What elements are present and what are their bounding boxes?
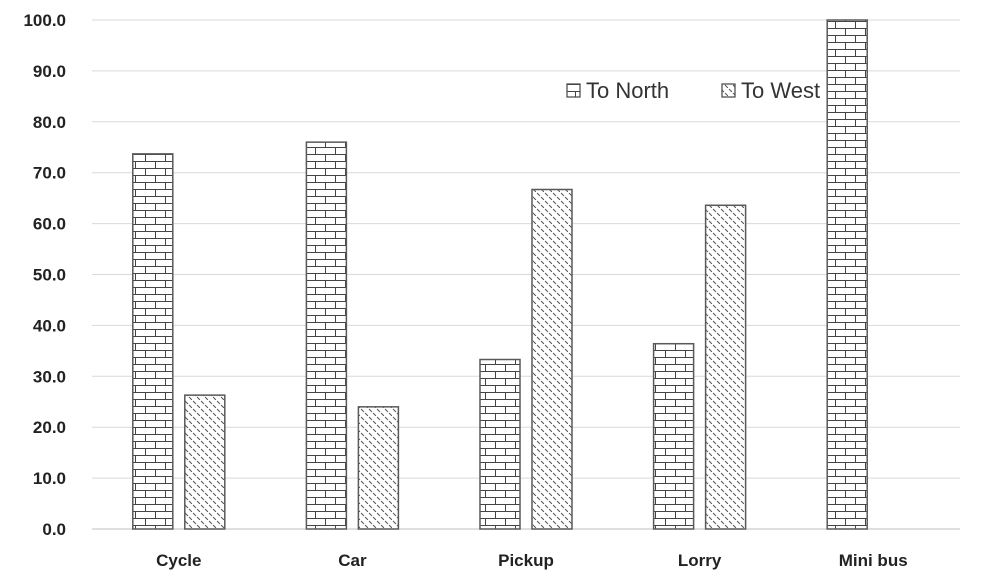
bars [132, 19, 868, 530]
bar-to-west [704, 204, 747, 530]
y-tick-label: 10.0 [33, 469, 66, 488]
y-tick-label: 90.0 [33, 62, 66, 81]
x-category-label: Mini bus [839, 551, 908, 570]
y-tick-label: 100.0 [23, 11, 66, 30]
legend-swatch [566, 83, 581, 98]
x-category-label: Cycle [156, 551, 201, 570]
y-tick-label: 60.0 [33, 215, 66, 234]
x-axis-categories: Cycle Car Pickup Lorry Mini bus [156, 551, 908, 570]
bar-to-north [305, 141, 348, 530]
y-tick-label: 80.0 [33, 113, 66, 132]
legend-label: To West [741, 78, 820, 103]
y-tick-label: 50.0 [33, 266, 66, 285]
bar-to-north [132, 153, 174, 530]
x-category-label: Lorry [678, 551, 722, 570]
legend-swatch [721, 83, 736, 98]
bar-to-west [184, 394, 226, 530]
legend-label: To North [586, 78, 669, 103]
bar-to-west [357, 406, 400, 530]
bar-to-north [479, 358, 521, 530]
y-tick-label: 20.0 [33, 418, 66, 437]
bar-to-north [652, 342, 695, 530]
y-tick-label: 30.0 [33, 367, 66, 386]
legend: To North To West [566, 78, 820, 103]
x-category-label: Car [338, 551, 367, 570]
y-tick-label: 70.0 [33, 164, 66, 183]
y-tick-label: 0.0 [42, 520, 66, 539]
y-tick-label: 40.0 [33, 316, 66, 335]
bar-to-north [826, 19, 868, 530]
grid-lines [92, 19, 960, 530]
x-category-label: Pickup [498, 551, 554, 570]
bar-to-west [531, 188, 573, 530]
y-axis-ticks: 0.0 10.0 20.0 30.0 40.0 50.0 60.0 70.0 80.0 90.0 1… [23, 11, 66, 539]
